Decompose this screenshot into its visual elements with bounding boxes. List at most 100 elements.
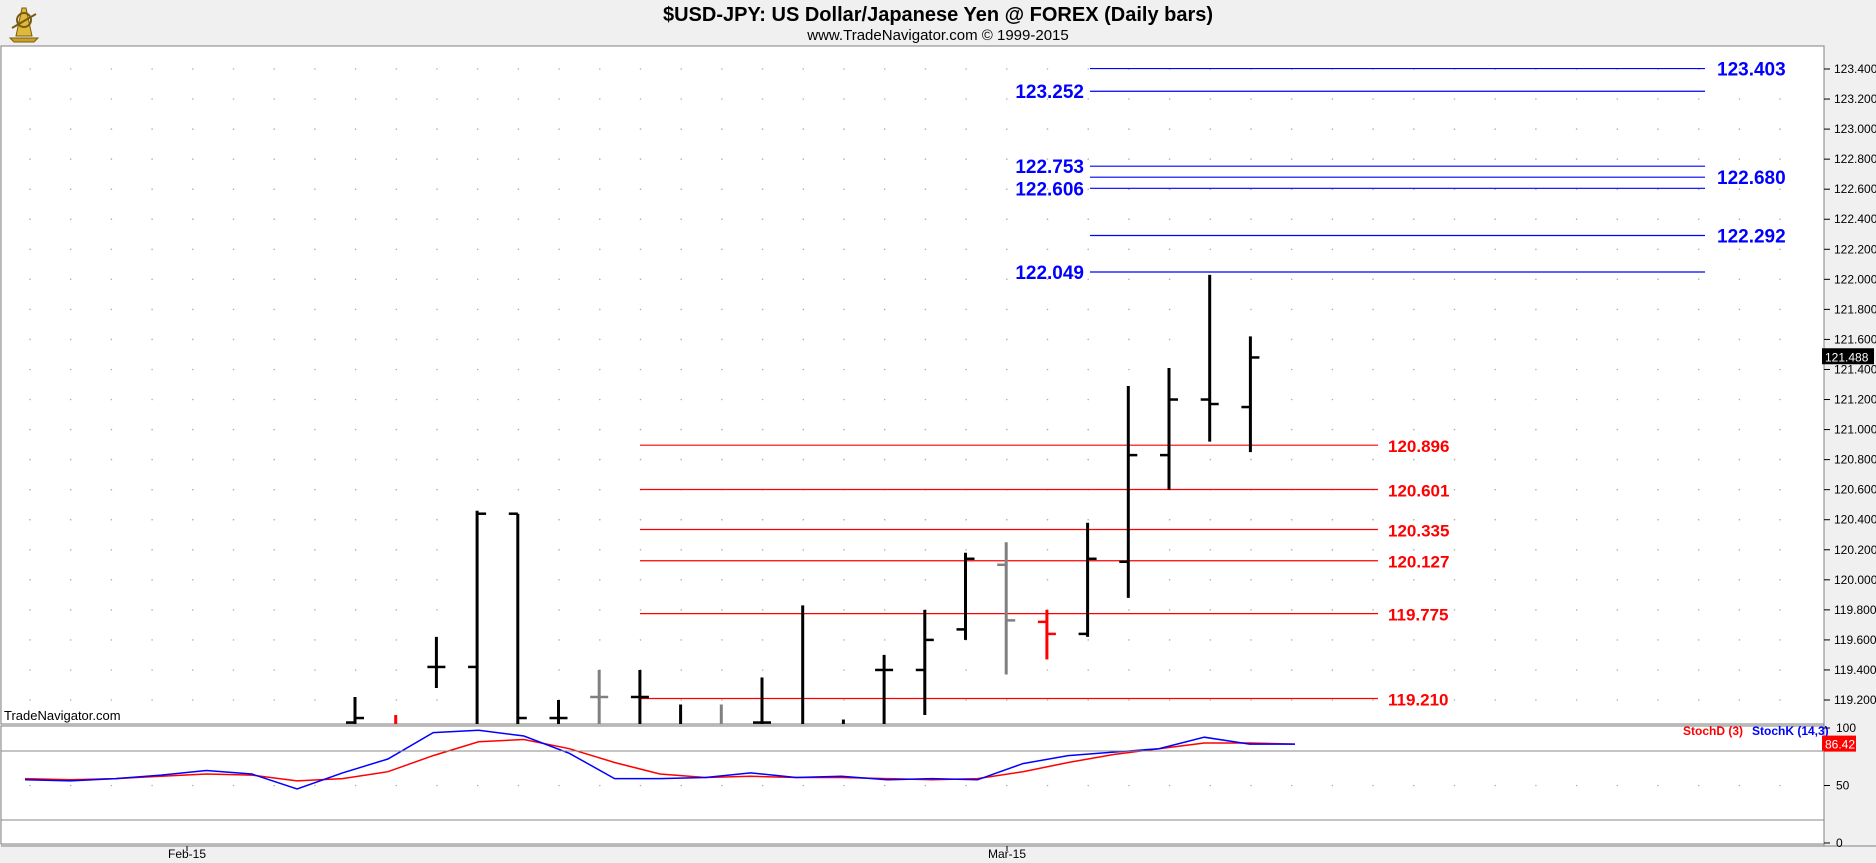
grid-dot [558,784,560,787]
grid-dot [599,158,601,160]
grid-dot [110,398,113,401]
grid-dot [802,579,805,581]
grid-dot [1413,248,1415,251]
grid-dot [354,639,357,641]
grid-dot [599,784,601,787]
grid-dot [1738,458,1741,461]
grid-dot [680,428,682,431]
grid-dot [476,248,479,251]
grid-dot [354,784,357,787]
grid-dot [110,278,113,281]
grid-dot [843,428,845,431]
grid-dot [965,338,967,341]
grid-dot [1779,639,1781,641]
grid-dot [1413,158,1415,160]
grid-dot [517,308,520,311]
grid-dot [1006,188,1008,190]
grid-dot [1779,609,1781,611]
grid-dot [1575,218,1578,220]
grid-dot [69,699,72,701]
grid-dot [273,308,276,311]
grid-dot [1697,278,1700,281]
grid-dot [354,278,357,281]
grid-dot [1738,128,1741,130]
grid-dot [354,458,357,461]
grid-dot [476,158,479,160]
grid-dot [1535,218,1537,220]
grid-dot [558,98,560,100]
grid-dot [1494,218,1496,220]
stochastic-tick-label: 100 [1836,721,1856,735]
grid-dot [436,188,438,190]
grid-dot [1697,368,1700,371]
grid-dot [965,669,967,671]
grid-dot [476,308,479,311]
grid-dot [1006,398,1008,401]
grid-dot [1779,68,1781,70]
grid-dot [69,68,72,70]
grid-dot [558,609,560,611]
grid-dot [29,639,31,641]
grid-dot [721,639,723,641]
price-tick-label: 122.800 [1834,152,1876,166]
grid-dot [1453,784,1456,787]
grid-dot [151,368,153,371]
grid-dot [354,669,357,671]
grid-dot [1616,784,1619,787]
grid-dot [924,518,927,521]
grid-dot [1575,784,1578,787]
grid-dot [273,669,276,671]
grid-dot [1290,518,1293,521]
grid-dot [1657,458,1659,461]
grid-dot [1616,248,1619,251]
grid-dot [314,518,316,521]
grid-dot [476,368,479,371]
grid-dot [232,128,235,130]
grid-dot [1697,248,1700,251]
grid-dot [1372,669,1374,671]
grid-dot [110,338,113,341]
grid-dot [273,784,276,787]
grid-dot [1128,218,1130,220]
grid-dot [1006,368,1008,371]
grid-dot [1494,458,1496,461]
grid-dot [1006,428,1008,431]
grid-dot [1331,549,1334,551]
price-tick-label: 122.400 [1834,212,1876,226]
grid-dot [802,188,805,190]
grid-dot [1046,158,1049,160]
grid-dot [721,669,723,671]
grid-dot [1209,699,1212,701]
last-price-box [1822,348,1874,365]
grid-dot [69,308,72,311]
grid-dot [558,398,560,401]
grid-dot [1290,248,1293,251]
grid-dot [1372,549,1374,551]
grid-dot [314,669,316,671]
grid-dot [1006,218,1008,220]
grid-dot [1738,669,1741,671]
grid-dot [761,248,764,251]
grid-dot [29,609,31,611]
grid-dot [802,549,805,551]
grid-dot [1494,428,1496,431]
grid-dot [843,518,845,521]
grid-dot [761,218,764,220]
grid-dot [761,609,764,611]
grid-dot [1413,368,1415,371]
grid-dot [273,248,276,251]
grid-dot [192,398,194,401]
grid-dot [680,458,682,461]
grid-dot [1453,398,1456,401]
stochastic-lines: StochD (3) StochK (14,3)86.42 [24,724,1856,790]
grid-dot [232,308,235,311]
grid-dot [883,784,886,787]
grid-dot [1779,398,1781,401]
grid-dot [1372,308,1374,311]
grid-dot [273,488,276,491]
grid-dot [680,784,682,787]
grid-dot [354,488,357,491]
resistance-label: 122.049 [1015,263,1084,284]
grid-dot [110,488,113,491]
grid-dot [1331,248,1334,251]
